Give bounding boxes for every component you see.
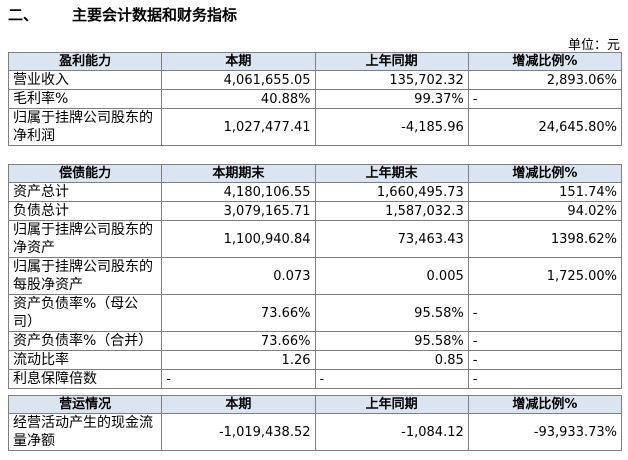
- cell: 1,100,940.84: [161, 220, 316, 258]
- data-row: 资产负债率%（母公司） 73.66% 95.58% -: [7, 294, 623, 332]
- cell: 95.58%: [314, 294, 469, 332]
- data-row: 归属于挂牌公司股东的净利润 1,027,477.41 -4,185.96 24,645…: [7, 108, 623, 146]
- cell: 3,079,165.71: [161, 201, 316, 221]
- cell: -1,084.12: [314, 413, 469, 451]
- cell: 2,893.06%: [467, 70, 623, 90]
- section-table: 偿债能力 本期期末 上年期末 增减比例% 资产总计 4,180,106.55 1,660,4…: [7, 164, 623, 389]
- cell: -: [161, 369, 316, 389]
- unit-note: 单位：元: [567, 38, 620, 53]
- cell: 94.02%: [467, 201, 623, 221]
- cell: 1,027,477.41: [161, 108, 316, 146]
- row-label: 归属于挂牌公司股东的净资产: [7, 220, 163, 258]
- row-label: 资产负债率%（合并）: [7, 331, 163, 351]
- column-header: 增减比例%: [467, 164, 623, 183]
- data-row: 流动比率 1.26 0.85-: [7, 350, 623, 370]
- data-row: 资产总计 4,180,106.55 1,660,495.73 151.74%: [7, 182, 623, 202]
- row-label: 资产负债率%（母公司）: [7, 294, 163, 332]
- heading: 二、 主要会计数据和财务指标: [8, 4, 271, 25]
- column-header: 营运情况: [7, 395, 163, 414]
- cell: 1,587,032.3: [314, 201, 469, 221]
- data-row: 归属于挂牌公司股东的净资产 1,100,940.84 73,463.43 1398.6…: [7, 220, 623, 258]
- cell: -1,019,438.52: [161, 413, 316, 451]
- column-header: 盈利能力: [7, 52, 163, 71]
- cell: -4,185.96: [314, 108, 469, 146]
- row-label: 利息保障倍数: [7, 369, 163, 389]
- column-header: 偿债能力: [7, 164, 163, 183]
- header-row: 偿债能力 本期期末 上年期末 增减比例%: [7, 164, 623, 183]
- cell: 99.37%: [314, 89, 469, 109]
- row-label: 资产总计: [7, 182, 163, 202]
- data-row: 营业收入 4,061,655.05 135,702.32 2,893.06%: [7, 70, 623, 90]
- column-header: 上年同期: [314, 395, 469, 414]
- data-row: 归属于挂牌公司股东的每股净资产 0.073 0.005 1,725.00%: [7, 257, 623, 295]
- data-row: 负债总计 3,079,165.71 1,587,032.3 94.02%: [7, 201, 623, 221]
- section-table: 盈利能力 本期 上年同期 增减比例% 营业收入 4,061,655.05 135,702.3…: [7, 52, 623, 146]
- cell: -93,933.73%: [467, 413, 623, 451]
- row-label: 毛利率%: [7, 89, 163, 109]
- column-header: 增减比例%: [467, 395, 623, 414]
- data-row: 经营活动产生的现金流量净额 -1,019,438.52 -1,084.12 -93,9…: [7, 413, 623, 451]
- data-row: 毛利率% 40.88% 99.37% -: [7, 89, 623, 109]
- cell: 73,463.43: [314, 220, 469, 258]
- data-row: 利息保障倍数 - - -: [7, 369, 623, 389]
- cell: 0.005: [314, 257, 469, 295]
- column-header: 上年同期: [314, 52, 469, 71]
- cell: -: [467, 331, 623, 351]
- column-header: 本期: [161, 52, 316, 71]
- cell: 24,645.80%: [467, 108, 623, 146]
- row-label: 归属于挂牌公司股东的每股净资产: [7, 257, 163, 295]
- row-label: 经营活动产生的现金流量净额: [7, 413, 163, 451]
- cell: 0.85: [314, 350, 469, 370]
- cell: -: [467, 89, 623, 109]
- cell: 1.26: [161, 350, 316, 370]
- cell: -: [467, 294, 623, 332]
- row-label: 营业收入: [7, 70, 163, 90]
- row-label: 归属于挂牌公司股东的净利润: [7, 108, 163, 146]
- cell: 95.58%: [314, 331, 469, 351]
- cell: 40.88%: [161, 89, 316, 109]
- cell: 135,702.32: [314, 70, 469, 90]
- row-label: 负债总计: [7, 201, 163, 221]
- cell: -: [314, 369, 469, 389]
- column-header: 本期: [161, 395, 316, 414]
- cell: 0.073: [161, 257, 316, 295]
- section-title: 主要会计数据和财务指标: [72, 6, 238, 24]
- cell: 1398.62%: [467, 220, 623, 258]
- column-header: 上年期末: [314, 164, 469, 183]
- cell: 73.66%: [161, 294, 316, 332]
- cell: 1,660,495.73: [314, 182, 469, 202]
- cell: 1,725.00%: [467, 257, 623, 295]
- data-row: 资产负债率%（合并） 73.66% 95.58% -: [7, 331, 623, 351]
- cell: -: [467, 369, 623, 389]
- cell: 4,180,106.55: [161, 182, 316, 202]
- row-label: 流动比率: [7, 350, 163, 370]
- section-number: 二、: [8, 6, 39, 24]
- column-header: 增减比例%: [467, 52, 623, 71]
- cell: 4,061,655.05: [161, 70, 316, 90]
- cell: -: [467, 350, 623, 370]
- header-row: 营运情况 本期 上年同期 增减比例%: [7, 395, 623, 414]
- section-table: 营运情况 本期 上年同期 增减比例% 经营活动产生的现金流量净额 -1,019,438.5…: [7, 395, 623, 451]
- cell: 151.74%: [467, 182, 623, 202]
- header-row: 盈利能力 本期 上年同期 增减比例%: [7, 52, 623, 71]
- column-header: 本期期末: [161, 164, 316, 183]
- cell: 73.66%: [161, 331, 316, 351]
